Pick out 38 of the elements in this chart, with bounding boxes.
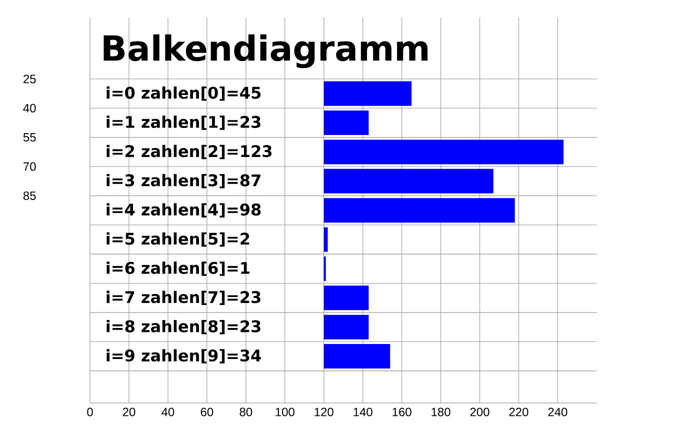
- text: 70: [24, 162, 36, 171]
- bar: [324, 140, 564, 164]
- y-tick-label: i=7 zahlen[7]=23: [106, 290, 260, 306]
- y-tick-label: i=2 zahlen[2]=123: [106, 144, 272, 160]
- text: 25: [24, 74, 36, 84]
- x-tick-label: 200: [470, 408, 490, 416]
- bar: [324, 227, 328, 252]
- x-tick-label: 80: [240, 408, 252, 416]
- bar: [324, 286, 369, 310]
- x-tick-label: 100: [276, 408, 294, 416]
- y-tick-label: i=8 zahlen[8]=23: [106, 320, 260, 334]
- chart-title: Balkendiagramm: [104, 34, 428, 68]
- text: 40: [23, 104, 36, 112]
- x-tick-label: 20: [122, 408, 136, 416]
- x-tick-label: 60: [200, 408, 214, 416]
- y-tick-label: i=1 zahlen[1]=23: [106, 116, 260, 130]
- bar: [324, 198, 515, 223]
- x-tick-label: 240: [548, 408, 568, 416]
- text: 55: [23, 133, 36, 142]
- bar: [324, 344, 390, 369]
- x-tick-label: 160: [392, 408, 412, 416]
- x-tick-label: 0: [87, 408, 93, 416]
- bar: [324, 81, 412, 106]
- bar: [324, 168, 494, 194]
- text: 85: [23, 191, 36, 200]
- bar: [324, 314, 369, 340]
- y-tick-label: i=3 zahlen[3]=87: [106, 174, 260, 188]
- bar: [324, 110, 369, 136]
- x-tick-label: 220: [509, 408, 528, 416]
- y-tick-label: i=4 zahlen[4]=98: [106, 203, 261, 218]
- x-tick-label: 40: [162, 408, 174, 416]
- y-tick-label: i=6 zahlen[6]=1: [106, 262, 250, 276]
- x-tick-label: 180: [432, 408, 450, 416]
- y-tick-label: i=5 zahlen[5]=2: [106, 232, 250, 247]
- y-tick-label: i=9 zahlen[9]=34: [106, 349, 261, 364]
- x-tick-label: 140: [354, 408, 372, 416]
- y-tick-label: i=0 zahlen[0]=45: [106, 86, 261, 101]
- x-tick-label: 120: [314, 408, 334, 416]
